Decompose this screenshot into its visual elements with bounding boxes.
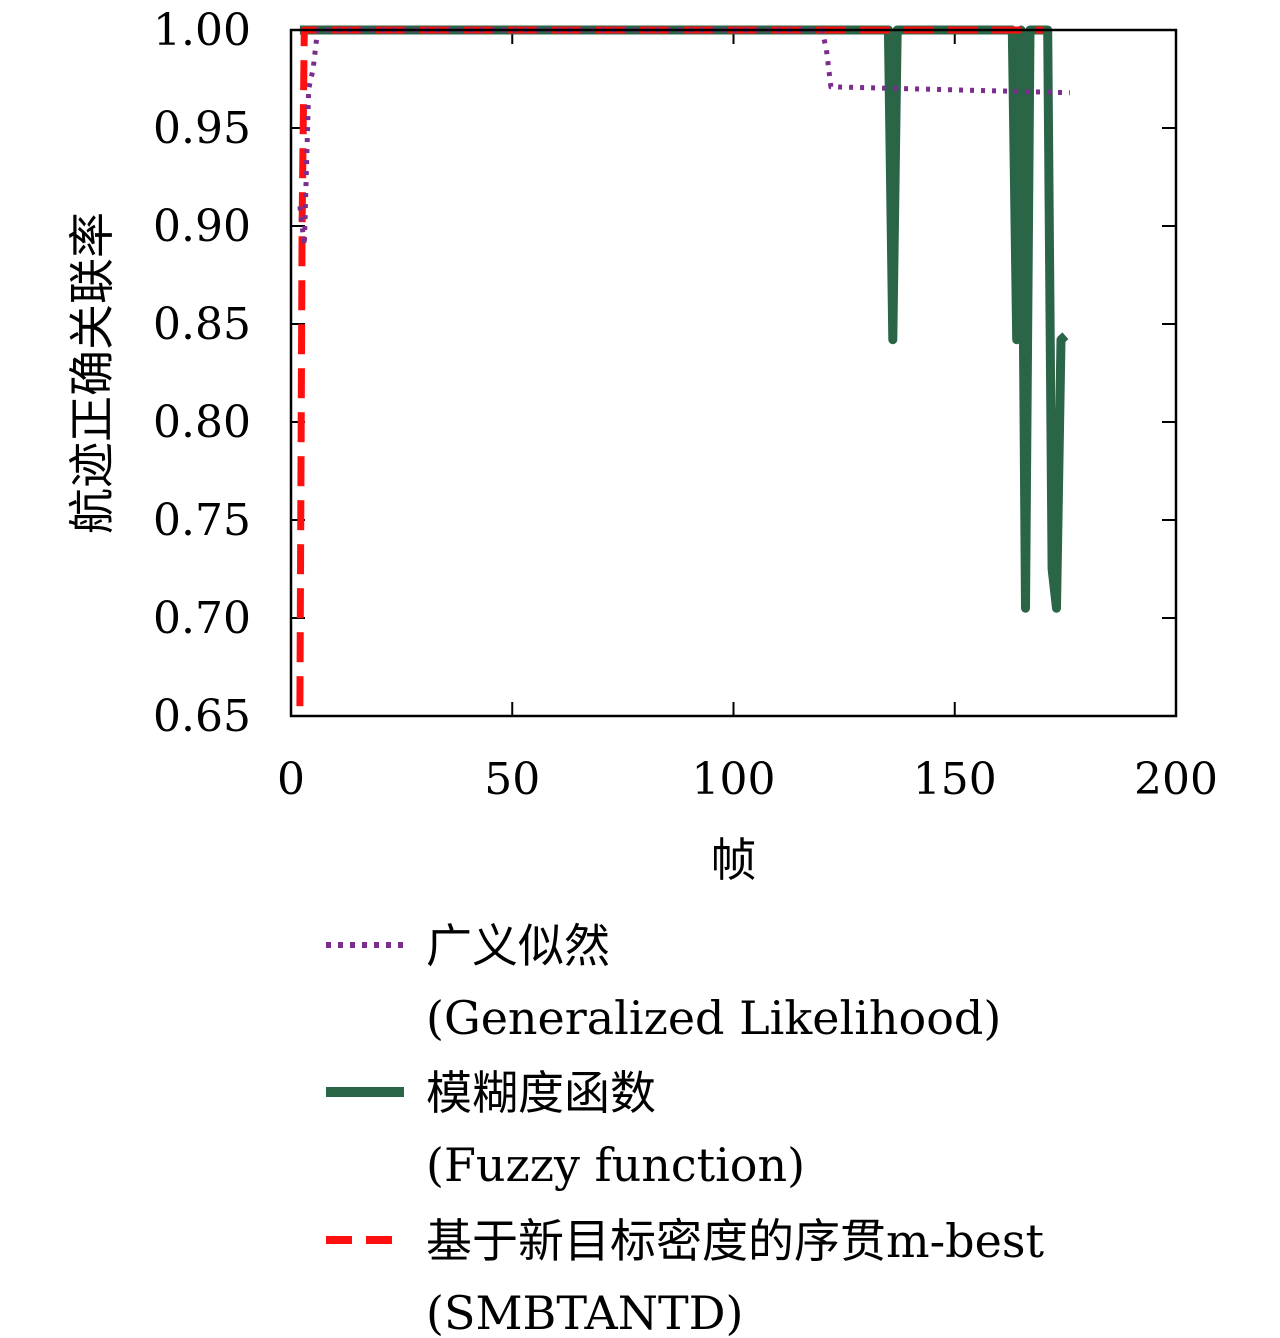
series-group xyxy=(296,25,1070,707)
x-tick-label: 50 xyxy=(484,754,540,805)
legend-label-1-line-1: 广义似然 xyxy=(426,919,610,973)
y-tick-label: 0.95 xyxy=(153,103,251,154)
legend-label-3-line-1: 基于新目标密度的序贯m-best xyxy=(426,1214,1044,1268)
y-axis-label: 航迹正确关联率 xyxy=(65,212,119,534)
x-tick-label: 200 xyxy=(1134,754,1218,805)
x-tick-label: 0 xyxy=(277,754,305,805)
y-tick-label: 0.65 xyxy=(153,691,251,742)
series-line-2 xyxy=(299,25,1069,613)
y-tick-label: 1.00 xyxy=(153,5,251,56)
x-axis-label: 帧 xyxy=(711,833,757,887)
legend-label-3-line-2: (SMBTANTD) xyxy=(426,1286,744,1338)
y-tick-label: 0.85 xyxy=(153,299,251,350)
y-tick-label: 0.70 xyxy=(153,593,251,644)
plot-frame xyxy=(289,28,1178,718)
y-tick-label: 0.75 xyxy=(153,495,251,546)
axis-ticks: 0 50 100 150 200 0.65 0.70 0.75 0.80 0.85 0.90 0.95… xyxy=(153,5,1218,805)
x-tick-label: 100 xyxy=(692,754,776,805)
series-line-1 xyxy=(297,27,1070,249)
legend-label-1-line-2: (Generalized Likelihood) xyxy=(426,991,1001,1045)
legend-label-2-line-2: (Fuzzy function) xyxy=(426,1138,805,1192)
legend-label-2-line-1: 模糊度函数 xyxy=(426,1066,656,1120)
y-tick-label: 0.90 xyxy=(153,201,251,252)
legend: 广义似然 (Generalized Likelihood) 模糊度函数 (Fuzzy … xyxy=(326,919,1044,1338)
x-tick-label: 150 xyxy=(913,754,997,805)
y-tick-label: 0.80 xyxy=(153,397,251,448)
series-line-3 xyxy=(296,26,1044,707)
